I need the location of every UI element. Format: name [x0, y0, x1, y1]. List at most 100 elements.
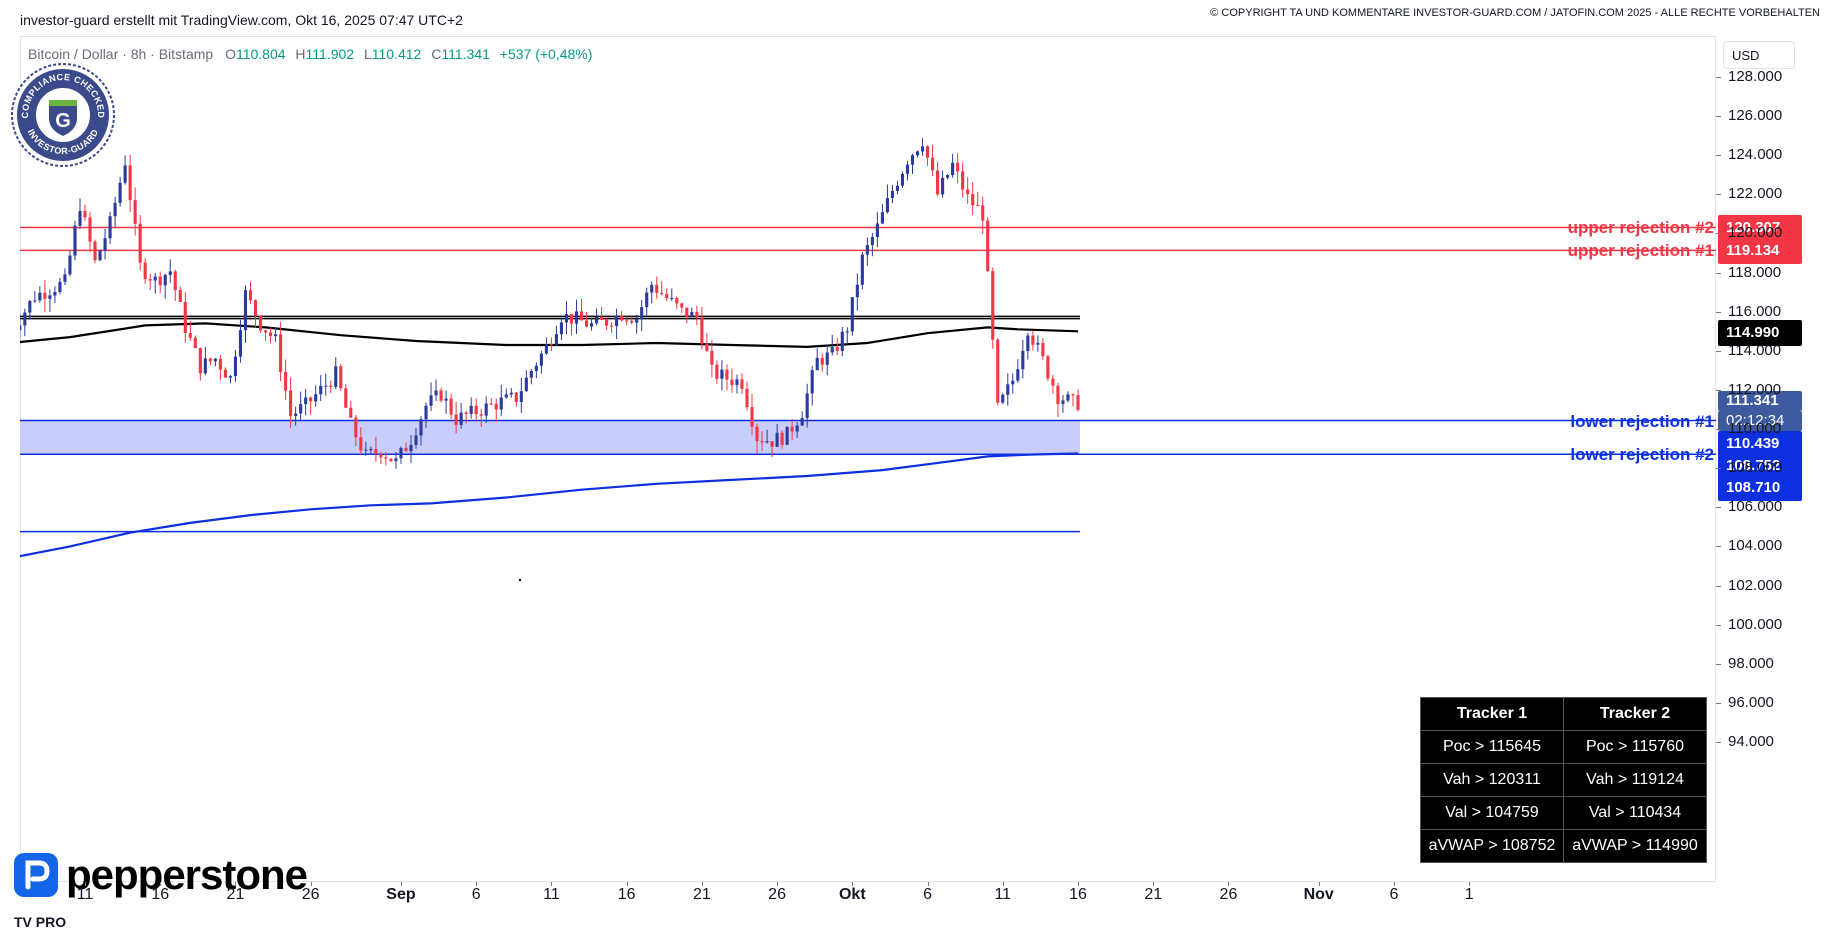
chart-author-info: investor-guard erstellt mit TradingView.… — [20, 12, 463, 28]
price-label-lower-rejection-2: 108.710 — [1718, 475, 1802, 501]
candle-down — [1046, 356, 1050, 379]
candle-down — [790, 426, 794, 432]
candle-up — [459, 412, 463, 425]
candle-up — [304, 397, 308, 405]
pepperstone-logo: pepperstone — [14, 851, 308, 898]
symbol-name: Bitcoin / Dollar · 8h · Bitstamp — [28, 46, 214, 62]
currency-selector[interactable]: USD — [1723, 41, 1795, 69]
candle-down — [494, 403, 498, 410]
time-tick-label: Okt — [838, 886, 866, 903]
time-tick-mark — [310, 882, 312, 886]
candle-down — [986, 220, 990, 272]
candle-down — [158, 276, 162, 286]
price-tick-mark — [1716, 350, 1721, 352]
time-tick-mark — [701, 882, 703, 886]
candle-up — [238, 330, 243, 357]
time-tick-label: 16 — [617, 886, 636, 903]
candle-down — [329, 385, 333, 387]
candle-up — [795, 425, 799, 432]
candle-up — [294, 413, 298, 417]
candle-down — [389, 458, 393, 462]
time-tick-mark — [852, 882, 854, 886]
candle-down — [620, 315, 624, 321]
price-tick-mark — [1716, 624, 1721, 626]
candle-down — [750, 407, 754, 427]
candle-down — [685, 307, 689, 318]
candle-down — [725, 369, 729, 380]
candle-up — [670, 297, 674, 299]
candle-up — [274, 334, 278, 337]
time-tick-label: 11 — [76, 886, 94, 903]
candle-up — [735, 379, 739, 385]
candle-up — [364, 449, 368, 451]
candle-up — [48, 295, 52, 299]
candle-up — [860, 254, 864, 285]
time-tick-mark — [235, 882, 237, 886]
symbol-info[interactable]: Bitcoin / Dollar · 8h · Bitstamp O110.80… — [28, 46, 598, 62]
candle-down — [610, 325, 614, 327]
candle-down — [655, 284, 659, 293]
candle-up — [299, 404, 303, 414]
price-tick-label: 100.000 — [1728, 615, 1783, 633]
upper-rejection-2-label: upper rejection #2 — [1567, 218, 1714, 237]
candle-down — [1051, 378, 1055, 386]
price-tick-label: 94.000 — [1728, 733, 1774, 750]
tracker-header: Tracker 2 — [1563, 697, 1707, 731]
price-tick-mark — [1716, 663, 1721, 665]
candle-down — [569, 314, 574, 324]
candle-down — [680, 303, 684, 308]
candle-down — [309, 397, 313, 402]
candle-up — [850, 297, 854, 332]
candle-up — [554, 334, 558, 345]
candle-down — [354, 417, 358, 438]
candle-up — [946, 175, 950, 178]
candle-down — [489, 403, 493, 405]
candle-down — [605, 319, 609, 326]
top-bar: investor-guard erstellt mit TradingView.… — [0, 0, 1828, 36]
candle-up — [98, 250, 102, 261]
close-value: 111.341 — [441, 46, 490, 62]
candle-up — [499, 397, 503, 410]
candle-up — [875, 223, 879, 238]
candle-down — [780, 432, 784, 445]
candle-down — [464, 412, 468, 414]
candle-down — [936, 170, 940, 195]
candle-up — [168, 271, 172, 275]
pepperstone-mark-icon — [14, 853, 58, 897]
price-tick-label: 114.000 — [1728, 341, 1782, 359]
price-tick-mark — [1716, 311, 1721, 313]
candle-up — [414, 435, 418, 445]
candle-up — [544, 344, 548, 354]
price-label-lower-rejection-1: 110.439 — [1718, 431, 1802, 457]
candle-down — [404, 447, 408, 452]
candle-up — [434, 390, 438, 396]
time-tick-label: 21 — [226, 886, 245, 903]
tracker-table: Tracker 1 Tracker 2 Poc > 115645 Poc > 1… — [1420, 697, 1707, 863]
time-tick-mark — [85, 882, 86, 886]
price-tick-label: 120.000 — [1728, 224, 1783, 242]
price-tick-mark — [1716, 233, 1721, 235]
candle-up — [68, 255, 72, 275]
candle-down — [1041, 342, 1045, 357]
candle-up — [153, 276, 157, 281]
time-tick-mark — [551, 882, 553, 886]
candle-up — [910, 155, 915, 165]
candle-up — [519, 391, 523, 402]
candle-up — [118, 182, 122, 203]
candle-up — [775, 432, 779, 447]
candle-down — [600, 316, 604, 320]
candle-down — [820, 357, 824, 365]
candle-down — [971, 194, 975, 206]
candle-up — [650, 284, 654, 293]
candle-down — [93, 241, 97, 261]
candlestick-chart[interactable] — [20, 36, 1716, 882]
tracker-row: Vah > 120311 Vah > 119124 — [1420, 763, 1707, 797]
candle-up — [559, 322, 563, 335]
candle-down — [208, 358, 212, 362]
candle-down — [289, 390, 293, 417]
candle-down — [740, 379, 744, 389]
tracker-cell: aVWAP > 114990 — [1563, 829, 1707, 863]
candle-up — [394, 458, 398, 462]
time-tick-mark — [927, 882, 929, 886]
price-tick-mark — [1716, 155, 1721, 157]
